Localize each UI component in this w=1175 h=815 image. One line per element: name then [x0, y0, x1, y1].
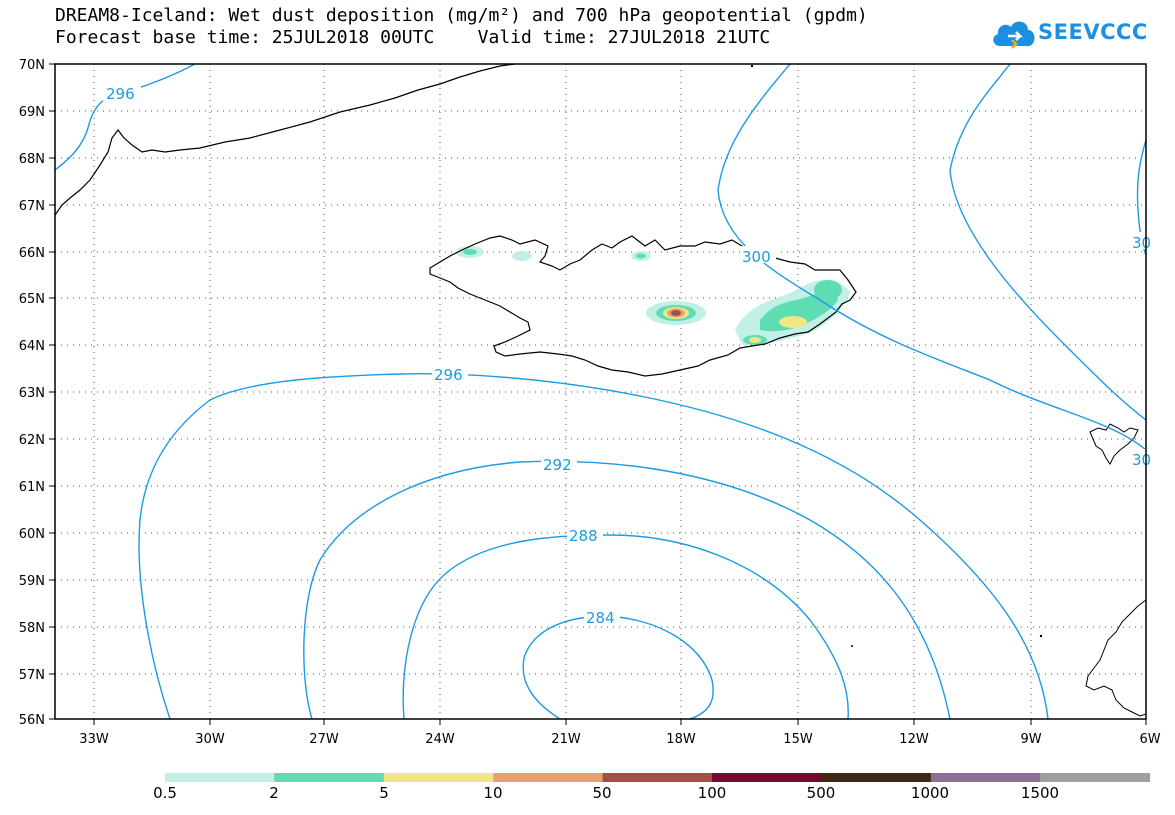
contour-label-296-north: 296: [106, 85, 135, 103]
lon-label: 24W: [425, 732, 455, 747]
lat-label: 62N: [19, 433, 45, 448]
jan-mayen-island: [750, 64, 754, 68]
legend-swatch: [930, 773, 1041, 782]
lat-label: 70N: [19, 58, 45, 73]
lat-label: 64N: [19, 339, 45, 354]
logo-text: SEEVCCC: [1038, 20, 1148, 44]
dust-deposition-patches: [456, 246, 850, 345]
legend-label: 2: [269, 784, 279, 802]
seevccc-logo: SEEVCCC: [990, 14, 1150, 58]
legend-label: 5: [379, 784, 389, 802]
contour-label-300: 300: [742, 248, 771, 266]
lon-label: 21W: [551, 732, 581, 747]
contour-288: [402, 534, 849, 719]
contour-label-296: 296: [434, 366, 463, 384]
legend-swatch: [165, 773, 275, 782]
legend-label: 1000: [911, 784, 949, 802]
contour-304-east: [949, 64, 1146, 421]
lon-label: 30W: [195, 732, 225, 747]
lon-label: 12W: [899, 732, 929, 747]
lat-label: 68N: [19, 152, 45, 167]
contour-label-30-upper: 30: [1132, 234, 1151, 252]
legend-swatch: [383, 773, 494, 782]
legend-label: 0.5: [153, 784, 177, 802]
lat-label: 65N: [19, 292, 45, 307]
lat-label: 60N: [19, 527, 45, 542]
legend-label: 100: [698, 784, 727, 802]
legend-swatch: [274, 773, 385, 782]
greenland-coastline: [55, 64, 516, 216]
legend-colorbar: [165, 773, 1151, 782]
legend-label: 10: [483, 784, 502, 802]
contour-labels: 296 300 296 292 288 284 30 30: [103, 84, 1151, 627]
legend-labels: 0.5 2 5 10 50 100 500 1000 1500: [153, 784, 1059, 802]
scotland-coastline: [1085, 599, 1146, 717]
contour-300-east: [717, 64, 1146, 451]
legend-swatch: [602, 773, 713, 782]
lat-label: 56N: [19, 713, 45, 728]
lat-label: 66N: [19, 246, 45, 261]
iceland-coastline: [429, 235, 857, 377]
contour-label-30-lower: 30: [1132, 451, 1151, 469]
legend-swatch: [821, 773, 932, 782]
lon-label: 9W: [1020, 732, 1041, 747]
legend-label: 500: [807, 784, 836, 802]
contour-label-284: 284: [586, 609, 615, 627]
lon-label: 27W: [309, 732, 339, 747]
lon-label: 6W: [1139, 732, 1160, 747]
lat-label: 57N: [19, 668, 45, 683]
legend-swatch: [493, 773, 604, 782]
lon-label: 15W: [783, 732, 813, 747]
lat-label: 61N: [19, 480, 45, 495]
faroe-islands: [1089, 423, 1139, 465]
legend-label: 1500: [1021, 784, 1059, 802]
legend-swatch: [1040, 773, 1151, 782]
lon-label: 18W: [666, 732, 696, 747]
map-subtitle: Forecast base time: 25JUL2018 00UTC Vali…: [55, 27, 771, 48]
contour-label-292: 292: [543, 456, 572, 474]
lat-label: 63N: [19, 386, 45, 401]
latitude-labels: 70N 69N 68N 67N 66N 65N 64N 63N 62N 61N …: [19, 58, 45, 728]
lat-label: 69N: [19, 105, 45, 120]
lat-label: 59N: [19, 574, 45, 589]
lat-label: 67N: [19, 199, 45, 214]
legend-swatch: [712, 773, 822, 782]
map-title: DREAM8-Iceland: Wet dust deposition (mg/…: [55, 5, 868, 26]
tick-marks: [49, 63, 1147, 725]
lat-label: 58N: [19, 621, 45, 636]
lon-label: 33W: [79, 732, 109, 747]
cloud-icon: [993, 21, 1035, 49]
contour-296-north: [55, 64, 196, 171]
longitude-labels: 33W 30W 27W 24W 21W 18W 15W 12W 9W 6W: [79, 732, 1160, 747]
contour-label-288: 288: [569, 527, 598, 545]
legend-label: 50: [592, 784, 611, 802]
